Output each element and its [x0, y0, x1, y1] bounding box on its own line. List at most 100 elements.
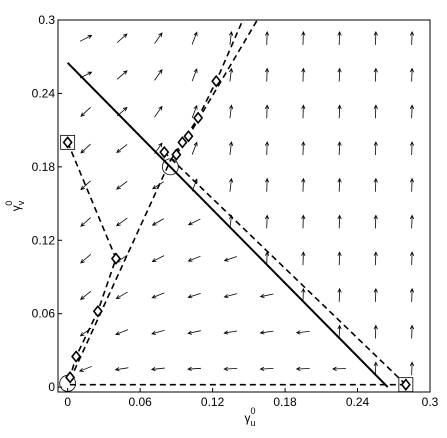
field-arrow [80, 217, 91, 227]
field-arrow [337, 324, 342, 339]
field-arrow [373, 324, 378, 339]
field-arrow [115, 291, 128, 300]
field-arrow [301, 251, 306, 266]
diamond-marker [110, 252, 121, 265]
field-arrow [409, 251, 415, 266]
diamond-marker [71, 350, 82, 363]
field-arrow [301, 214, 306, 229]
x-tick-label: 0.18 [273, 395, 297, 409]
field-arrow [332, 366, 346, 371]
diamond-marker [62, 136, 73, 149]
diamond-marker [183, 129, 194, 143]
field-arrow [229, 104, 234, 119]
y-tick-label: 0.24 [32, 86, 56, 100]
field-arrow [80, 290, 92, 300]
field-arrow [264, 30, 270, 45]
field-arrow [264, 104, 270, 119]
field-arrow [373, 287, 378, 302]
field-arrow [259, 330, 274, 335]
x-tick-label: 0.24 [346, 395, 370, 409]
trajectory-line [69, 19, 244, 381]
field-arrow [116, 70, 128, 80]
y-tick-label: 0 [48, 380, 55, 394]
field-arrow [191, 104, 198, 118]
y-tick-label: 0.18 [32, 160, 56, 174]
field-arrow [187, 218, 201, 226]
diamond-marker [92, 304, 103, 318]
field-arrow [151, 329, 165, 335]
circle-marker [161, 158, 179, 176]
field-arrow [80, 107, 91, 117]
y-label-symbol: γ [9, 205, 23, 211]
field-arrow [116, 144, 128, 154]
field-arrow [229, 141, 234, 155]
x-tick-label: 0 [64, 395, 71, 409]
field-arrow [264, 177, 270, 192]
field-arrow [337, 287, 342, 302]
field-arrow [191, 68, 198, 82]
square-marker [60, 134, 76, 150]
field-arrow [187, 292, 201, 299]
field-arrow [337, 30, 342, 45]
trajectory-line [163, 151, 407, 386]
field-arrow [301, 104, 306, 119]
x-label-subscript: u [250, 418, 255, 428]
field-arrow [337, 177, 342, 192]
field-arrow [373, 30, 378, 45]
field-arrow [373, 67, 378, 82]
field-arrow [409, 30, 415, 45]
diamond-marker [159, 145, 170, 159]
diamond-marker [211, 74, 222, 88]
field-arrow [264, 67, 270, 82]
field-arrow [114, 367, 129, 372]
field-arrow [150, 366, 165, 372]
field-arrow [409, 287, 415, 302]
field-arrow [409, 361, 415, 376]
x-tick-label: 0.06 [128, 395, 152, 409]
field-arrow [154, 105, 163, 118]
field-arrow [223, 293, 238, 299]
field-arrow [116, 217, 128, 227]
field-arrow [259, 366, 274, 372]
field-arrow [409, 141, 415, 155]
field-arrow [373, 177, 378, 192]
field-arrow [301, 141, 306, 155]
field-arrow [154, 68, 163, 81]
field-arrow [295, 330, 310, 335]
y-axis-label: γv0 [4, 200, 26, 211]
field-arrow [79, 34, 93, 42]
field-arrow [229, 67, 234, 82]
field-arrow [301, 287, 306, 302]
field-arrow [373, 251, 378, 266]
field-arrow [115, 329, 129, 336]
x-label-symbol: γ [244, 411, 250, 425]
diamond-marker [400, 378, 411, 391]
field-arrow [295, 366, 310, 371]
diamond-marker [177, 136, 188, 149]
field-arrow [187, 330, 201, 335]
field-arrow [259, 293, 274, 299]
field-arrow [301, 30, 306, 45]
field-arrow [223, 330, 238, 335]
diamond-marker [171, 148, 182, 161]
field-arrow [409, 104, 415, 119]
field-arrow [229, 30, 234, 45]
diamond-marker [65, 371, 76, 384]
y-tick-label: 0.06 [32, 307, 56, 321]
x-tick-label: 0.3 [422, 395, 439, 409]
field-arrow [78, 365, 92, 372]
field-arrow [409, 324, 415, 339]
field-arrow [373, 214, 378, 229]
field-arrow [223, 256, 237, 262]
field-arrow [301, 177, 306, 192]
x-label-superscript: 0 [251, 406, 256, 416]
field-arrow [337, 251, 342, 266]
field-arrow [80, 180, 91, 191]
field-arrow [373, 361, 378, 376]
y-tick-label: 0.12 [32, 233, 56, 247]
y-tick-label: 0.3 [38, 13, 55, 27]
field-arrow [80, 143, 91, 154]
field-arrow [337, 67, 342, 82]
field-arrow [264, 214, 270, 229]
